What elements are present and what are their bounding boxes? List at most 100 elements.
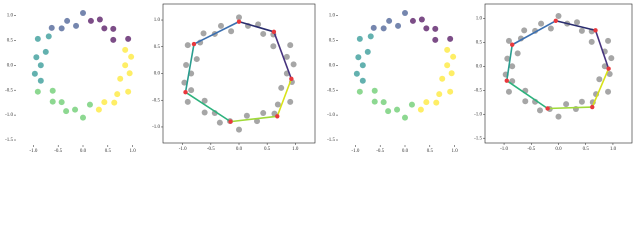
scatter-point bbox=[217, 22, 224, 29]
scatter-point bbox=[432, 25, 439, 32]
polygon-edge bbox=[506, 80, 549, 110]
y-tick-label: 0.5 bbox=[7, 39, 14, 44]
scatter-point bbox=[547, 25, 554, 32]
scatter-point bbox=[283, 53, 290, 60]
scatter-point bbox=[359, 62, 366, 69]
y-tick-label: -1.0 bbox=[474, 112, 482, 117]
scatter-point bbox=[184, 42, 191, 49]
polygon-edge bbox=[230, 115, 278, 123]
scatter-point bbox=[536, 107, 543, 114]
scatter-point bbox=[128, 53, 135, 60]
scatter-point bbox=[514, 50, 521, 57]
scatter-point bbox=[371, 87, 378, 94]
scatter-point bbox=[555, 113, 562, 120]
x-tick-label: 0.5 bbox=[583, 147, 590, 152]
polygon-vertex bbox=[593, 28, 598, 33]
scatter-point bbox=[450, 53, 457, 60]
polygon-edge bbox=[511, 20, 557, 46]
x-tick-label: 0.5 bbox=[105, 149, 112, 154]
scatter-point bbox=[423, 25, 430, 32]
scatter-point bbox=[522, 98, 529, 105]
scatter-point bbox=[95, 106, 102, 113]
scatter-point bbox=[444, 62, 451, 69]
scatter-point bbox=[505, 37, 512, 44]
scatter-point bbox=[563, 101, 570, 108]
x-tick-label: 0.0 bbox=[80, 149, 87, 154]
y-tick-label: -1.5 bbox=[327, 138, 335, 143]
scatter-point bbox=[188, 87, 195, 94]
x-tick-label: 0.0 bbox=[402, 149, 409, 154]
scatter-point bbox=[236, 126, 242, 133]
scatter-point bbox=[436, 91, 443, 98]
scatter-point bbox=[402, 114, 408, 121]
polygon-edge bbox=[238, 20, 275, 33]
scatter-point bbox=[386, 17, 393, 24]
y-tick-label: -0.5 bbox=[474, 88, 482, 93]
x-tick-label: 0.5 bbox=[264, 147, 271, 152]
y-tick-label: -1.5 bbox=[5, 138, 13, 143]
scatter-point bbox=[355, 54, 362, 61]
scatter-point bbox=[370, 24, 377, 31]
scatter-point bbox=[270, 43, 277, 50]
axes-frame bbox=[162, 3, 316, 144]
scatter-point bbox=[574, 19, 581, 26]
scatter-point bbox=[86, 101, 93, 108]
scatter-point bbox=[58, 25, 65, 32]
scatter-point bbox=[356, 88, 363, 95]
scatter-point bbox=[606, 70, 613, 77]
x-tick-label: -1.0 bbox=[500, 147, 508, 152]
scatter-point bbox=[49, 87, 56, 94]
scatter-point bbox=[31, 70, 38, 77]
scatter-point bbox=[49, 98, 56, 105]
polygon-vertex bbox=[590, 104, 595, 110]
polygon-edge bbox=[505, 44, 514, 81]
scatter-point bbox=[236, 14, 242, 21]
scatter-point bbox=[110, 36, 117, 43]
scatter-point bbox=[380, 25, 387, 32]
y-tick-label: 0.5 bbox=[329, 39, 336, 44]
scatter-point bbox=[274, 101, 281, 108]
y-tick-label: 0.5 bbox=[154, 45, 161, 50]
scatter-point bbox=[184, 98, 191, 105]
scatter-point bbox=[418, 16, 425, 23]
scatter-point bbox=[33, 54, 40, 61]
polygon-vertex bbox=[275, 114, 280, 119]
polygon-vertex bbox=[228, 119, 233, 124]
scatter-point bbox=[111, 99, 118, 106]
scatter-point bbox=[287, 42, 294, 49]
y-tick-label: 1.0 bbox=[7, 14, 14, 19]
scatter-point bbox=[359, 77, 366, 84]
y-tick-label: -1.5 bbox=[474, 136, 482, 141]
scatter-point bbox=[448, 70, 455, 77]
polygon-edge bbox=[547, 106, 593, 110]
y-tick-label: -0.5 bbox=[327, 88, 335, 93]
scatter-point bbox=[101, 25, 108, 32]
scatter-point bbox=[371, 98, 378, 105]
scatter-point bbox=[578, 98, 585, 105]
polygon-edge bbox=[193, 20, 240, 45]
scatter-point bbox=[122, 46, 129, 53]
scatter-point bbox=[126, 70, 133, 77]
scatter-point bbox=[72, 106, 79, 113]
y-tick-label: -1.0 bbox=[5, 113, 13, 118]
scatter-point bbox=[34, 88, 41, 95]
polygon-vertex bbox=[606, 66, 611, 71]
scatter-point bbox=[193, 56, 200, 63]
x-tick-label: -1.0 bbox=[351, 149, 359, 154]
polygon-vertex bbox=[504, 78, 509, 83]
scatter-point bbox=[122, 62, 129, 69]
scatter-point bbox=[447, 88, 454, 95]
scatter-point bbox=[394, 106, 401, 113]
y-tick-label: 1.0 bbox=[154, 18, 161, 23]
y-tick-label: 0.0 bbox=[476, 64, 483, 69]
x-tick-label: -0.5 bbox=[207, 147, 215, 152]
polygon-edge bbox=[594, 30, 610, 69]
scatter-point bbox=[601, 63, 608, 70]
scatter-point bbox=[63, 108, 70, 115]
scatter-point bbox=[385, 108, 392, 115]
scatter-point bbox=[432, 36, 439, 43]
polygon-vertex bbox=[510, 42, 515, 47]
x-tick-label: 1.0 bbox=[452, 149, 459, 154]
scatter-point bbox=[588, 38, 595, 45]
scatter-point bbox=[439, 75, 446, 82]
